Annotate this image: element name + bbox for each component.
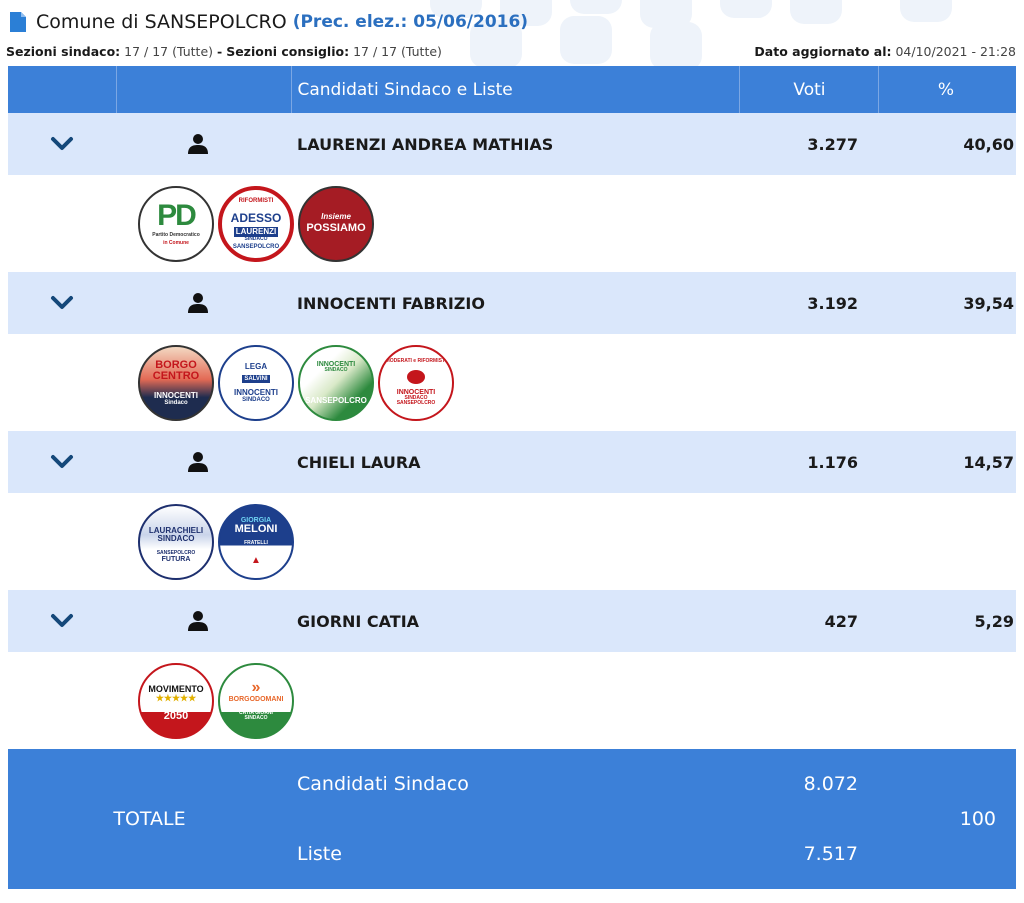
totals-label: TOTALE [8,749,291,889]
candidate-pct: 40,60 [878,113,1016,175]
innocenti-cittadini-logo: INNOCENTI SINDACO SANSEPOLCRO [298,344,374,421]
laura-chieli-logo: LAURACHIELI SINDACO SANSEPOLCRO FUTURA [138,503,214,580]
candidate-votes: 3.192 [739,272,878,334]
updated-info: Dato aggiornato al: 04/10/2021 - 21:28 [754,44,1016,62]
totals-lists-label: Liste [291,819,739,889]
person-icon [188,611,208,631]
movimento-2050-logo: MOVIMENTO ★★★★★ 2050 [138,662,214,739]
candidate-name: INNOCENTI FABRIZIO [291,272,739,334]
results-table: Candidati Sindaco e Liste Voti % LAURENZ… [8,66,1016,889]
updated-label: Dato aggiornato al: [754,44,892,59]
candidate-name: LAURENZI ANDREA MATHIAS [291,113,739,175]
lists-row: PD Partito Democratico in Comune RIFORMI… [8,175,1016,272]
lists-row: BORGO CENTRO INNOCENTI Sindaco LEGA SALV… [8,334,1016,431]
header-votes: Voti [739,66,879,113]
adesso-logo: RIFORMISTI ADESSO LAURENZI SINDACO SANSE… [218,185,294,262]
totals-candidates-label: Candidati Sindaco [291,749,739,819]
person-icon [188,293,208,313]
lega-fi-logo: LEGA SALVINI INNOCENTI SINDACO [218,344,294,421]
candidate-row: INNOCENTI FABRIZIO 3.192 39,54 [8,272,1016,334]
document-icon [10,12,26,32]
candidate-votes: 1.176 [739,431,878,493]
candidate-row: LAURENZI ANDREA MATHIAS 3.277 40,60 [8,113,1016,175]
previous-election-link[interactable]: (Prec. elez.: 05/06/2016) [292,12,529,32]
candidate-name: CHIELI LAURA [291,431,739,493]
candidate-votes: 427 [739,590,878,652]
header-pct: % [878,66,1016,113]
lists-row: MOVIMENTO ★★★★★ 2050 » BORGODOMANI CATIA… [8,652,1016,749]
table-header: Candidati Sindaco e Liste Voti % [8,66,1016,113]
sections-info: Sezioni sindaco: 17 / 17 (Tutte) - Sezio… [6,44,442,62]
page-title: Comune di SANSEPOLCRO (Prec. elez.: 05/0… [8,8,528,36]
chevron-down-icon[interactable] [50,613,74,629]
totals-pct: 100 [878,749,1016,889]
sez-sindaco-label: Sezioni sindaco: [6,44,121,59]
chevron-down-icon[interactable] [50,454,74,470]
candidate-pct: 39,54 [878,272,1016,334]
totals-lists-value: 7.517 [739,819,878,889]
sez-consiglio-label: Sezioni consiglio: [226,44,350,59]
candidate-pct: 5,29 [878,590,1016,652]
insieme-possiamo-logo: Insieme POSSIAMO [298,185,374,262]
candidate-pct: 14,57 [878,431,1016,493]
candidate-votes: 3.277 [739,113,878,175]
person-icon [188,452,208,472]
header-candidates: Candidati Sindaco e Liste [291,66,740,113]
updated-value: 04/10/2021 - 21:28 [895,44,1016,59]
sez-consiglio-value: 17 / 17 (Tutte) [353,44,442,59]
info-bar: Sezioni sindaco: 17 / 17 (Tutte) - Sezio… [6,44,1016,62]
chevron-down-icon[interactable] [50,295,74,311]
fratelli-italia-logo: GIORGIA MELONI FRATELLI d'ITALIA ▲ [218,503,294,580]
candidate-row: GIORNI CATIA 427 5,29 [8,590,1016,652]
totals-candidates-value: 8.072 [739,749,878,819]
candidate-name: GIORNI CATIA [291,590,739,652]
borgo-al-centro-logo: BORGO CENTRO INNOCENTI Sindaco [138,344,214,421]
separator: - [217,44,223,59]
person-icon [188,134,208,154]
header-icon-col [116,66,292,113]
sez-sindaco-value: 17 / 17 (Tutte) [124,44,214,59]
moderati-riformisti-logo: MODERATI e RIFORMISTI INNOCENTI SINDACO … [378,344,454,421]
chevron-down-icon[interactable] [50,136,74,152]
totals-row-lists: Liste 7.517 [8,819,1016,889]
municipality-title: Comune di SANSEPOLCRO [36,11,287,33]
candidate-row: CHIELI LAURA 1.176 14,57 [8,431,1016,493]
header-expand-col [8,66,117,113]
lists-row: LAURACHIELI SINDACO SANSEPOLCRO FUTURA G… [8,493,1016,590]
pd-logo: PD Partito Democratico in Comune [138,185,214,262]
totals-row-candidates: TOTALE Candidati Sindaco 8.072 100 [8,749,1016,889]
borgodomani-logo: » BORGODOMANI CATIA GIORNI SINDACO [218,662,294,739]
